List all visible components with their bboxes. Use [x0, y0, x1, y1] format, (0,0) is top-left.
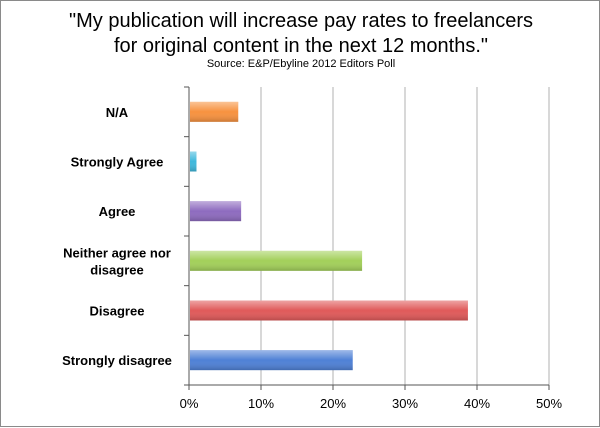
x-tick-label: 40% — [464, 396, 490, 411]
chart-title-line-1: "My publication will increase pay rates … — [69, 10, 533, 32]
x-tick-label: 50% — [536, 396, 562, 411]
category-label: Agree — [99, 204, 136, 219]
x-tick-label: 0% — [180, 396, 199, 411]
x-tick-label: 20% — [320, 396, 346, 411]
bar-shading-0 — [190, 101, 239, 122]
bar-shading-3 — [190, 250, 363, 271]
category-label: Strongly Agree — [71, 155, 164, 170]
category-label: N/A — [106, 105, 129, 120]
chart-subtitle: Source: E&P/Ebyline 2012 Editors Poll — [206, 58, 396, 70]
category-label: Neither agree nor — [63, 245, 171, 260]
x-tick-label: 30% — [392, 396, 418, 411]
category-label: disagree — [90, 262, 143, 277]
chart-title: "My publication will increase pay rates … — [1, 9, 600, 59]
bar-shading-4 — [190, 300, 468, 321]
bar-shading-2 — [190, 201, 242, 222]
chart-title-line-2: for original content in the next 12 mont… — [114, 35, 488, 57]
x-tick-label: 10% — [248, 396, 274, 411]
category-label: Strongly disagree — [62, 353, 172, 368]
bar-shading-1 — [190, 151, 197, 172]
bar-shading-5 — [190, 350, 353, 371]
category-label: Disagree — [90, 304, 145, 319]
